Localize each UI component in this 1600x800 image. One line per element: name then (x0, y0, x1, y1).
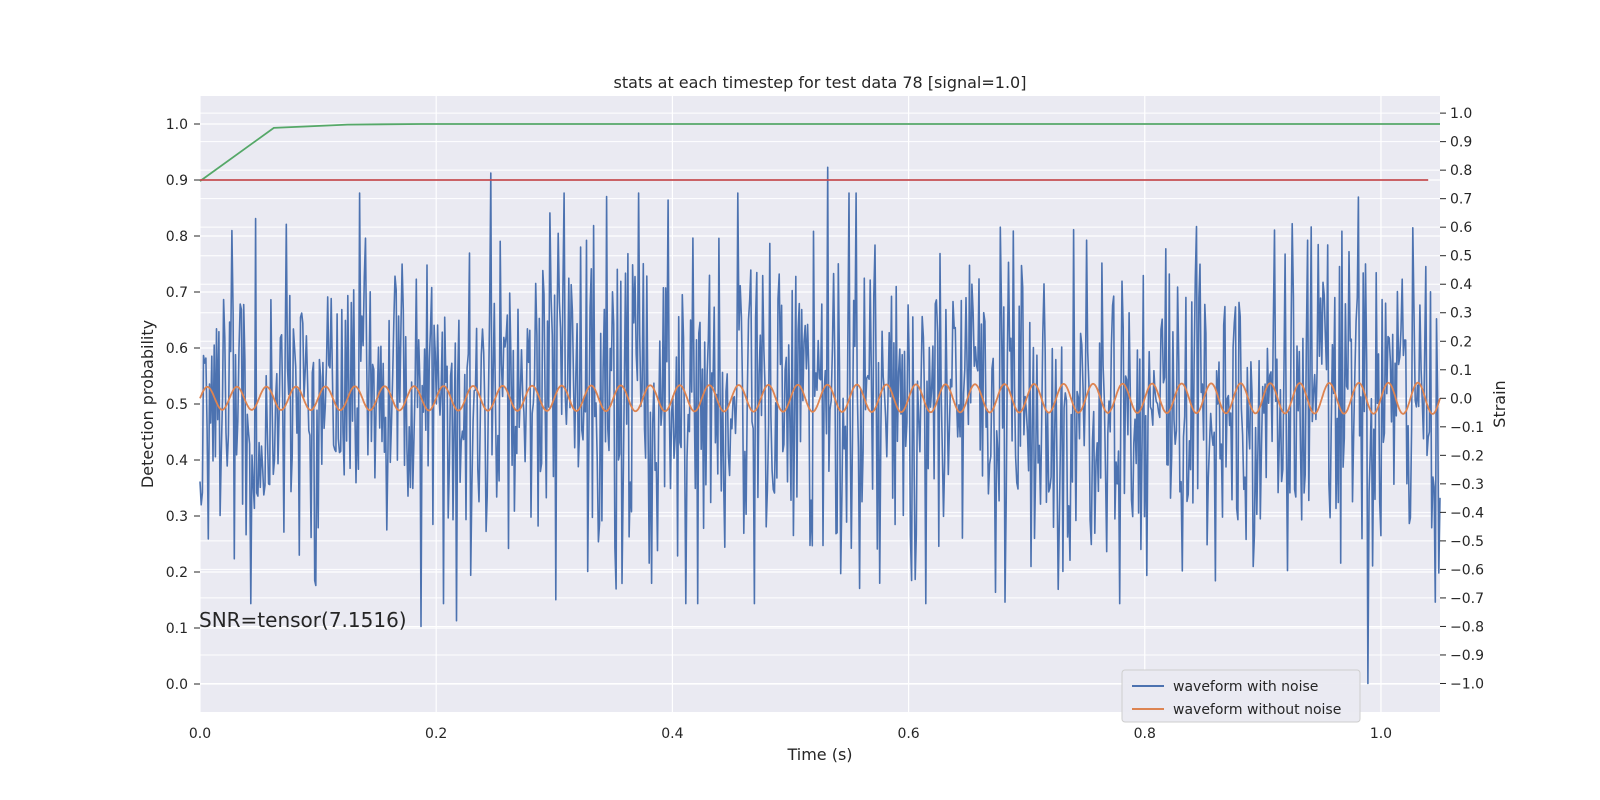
series-waveform-without-noise (199, 381, 1441, 415)
y-left-tick-label: 0.8 (166, 229, 188, 245)
y-left-tick-label: 0.5 (166, 397, 188, 413)
y-right-tick-label: 0.4 (1450, 277, 1472, 293)
legend-label-noise: waveform with noise (1173, 679, 1318, 695)
y-right-tick-label: −0.6 (1450, 562, 1484, 578)
y-right-tick-label: −0.3 (1450, 477, 1484, 493)
snr-annotation: SNR=tensor(7.1516) (199, 608, 407, 632)
legend-label-clean: waveform without noise (1173, 702, 1341, 718)
series-layer (199, 123, 1441, 685)
y-right-tick-label: 0.6 (1450, 220, 1472, 236)
y-right-tick-label: 0.2 (1450, 334, 1472, 350)
y-right-tick-label: −0.2 (1450, 448, 1484, 464)
y-right-tick-label: 0.7 (1450, 192, 1472, 208)
y-right-tick-label: −0.4 (1450, 505, 1484, 521)
y-left-tick-label: 0.1 (166, 621, 188, 637)
y-right-tick-label: 0.8 (1450, 163, 1472, 179)
x-tick-label: 0.6 (897, 726, 919, 742)
left-y-axis-label: Detection probability (138, 320, 157, 488)
right-y-axis-ticks: −1.0 −0.9 −0.8 −0.7 −0.6 −0.5 −0.4 −0.3 −0.2 −0.1… (1440, 106, 1484, 692)
legend: waveform with noise waveform without noi… (1121, 669, 1361, 723)
y-left-tick-label: 0.2 (166, 565, 188, 581)
left-y-axis-ticks: 0.0 0.1 0.2 0.3 0.4 0.5 0.6 0.7 0.8 0.9 1.0 (166, 117, 200, 693)
y-right-tick-label: −0.9 (1450, 648, 1484, 664)
y-right-tick-label: −0.8 (1450, 619, 1484, 635)
grid (199, 96, 1440, 712)
y-right-tick-label: 0.3 (1450, 306, 1472, 322)
y-left-tick-label: 0.0 (166, 677, 188, 693)
y-right-tick-label: −0.5 (1450, 534, 1484, 550)
x-axis-ticks: 0.0 0.2 0.4 0.6 0.8 1.0 (189, 726, 1392, 742)
x-tick-label: 0.8 (1134, 726, 1156, 742)
y-right-tick-label: −1.0 (1450, 676, 1484, 692)
y-left-tick-label: 0.7 (166, 285, 188, 301)
y-left-tick-label: 0.3 (166, 509, 188, 525)
y-left-tick-label: 0.4 (166, 453, 188, 469)
y-right-tick-label: 0.0 (1450, 391, 1472, 407)
y-right-tick-label: −0.7 (1450, 591, 1484, 607)
x-tick-label: 0.2 (425, 726, 447, 742)
legend-box (1121, 669, 1361, 723)
y-left-tick-label: 0.9 (166, 173, 188, 189)
series-waveform-with-noise (199, 166, 1441, 685)
x-tick-label: 1.0 (1370, 726, 1392, 742)
right-y-axis-label: Strain (1490, 380, 1509, 427)
x-axis-label: Time (s) (786, 745, 852, 764)
y-left-tick-label: 0.6 (166, 341, 188, 357)
y-right-tick-label: 0.1 (1450, 363, 1472, 379)
y-right-tick-label: 1.0 (1450, 106, 1472, 122)
y-left-tick-label: 1.0 (166, 117, 188, 133)
y-right-tick-label: −0.1 (1450, 420, 1484, 436)
y-right-tick-label: 0.5 (1450, 249, 1472, 265)
x-tick-label: 0.0 (189, 726, 211, 742)
series-detection-probability (199, 123, 1440, 182)
y-right-tick-label: 0.9 (1450, 135, 1472, 151)
chart-title: stats at each timestep for test data 78 … (614, 73, 1027, 92)
x-tick-label: 0.4 (661, 726, 683, 742)
